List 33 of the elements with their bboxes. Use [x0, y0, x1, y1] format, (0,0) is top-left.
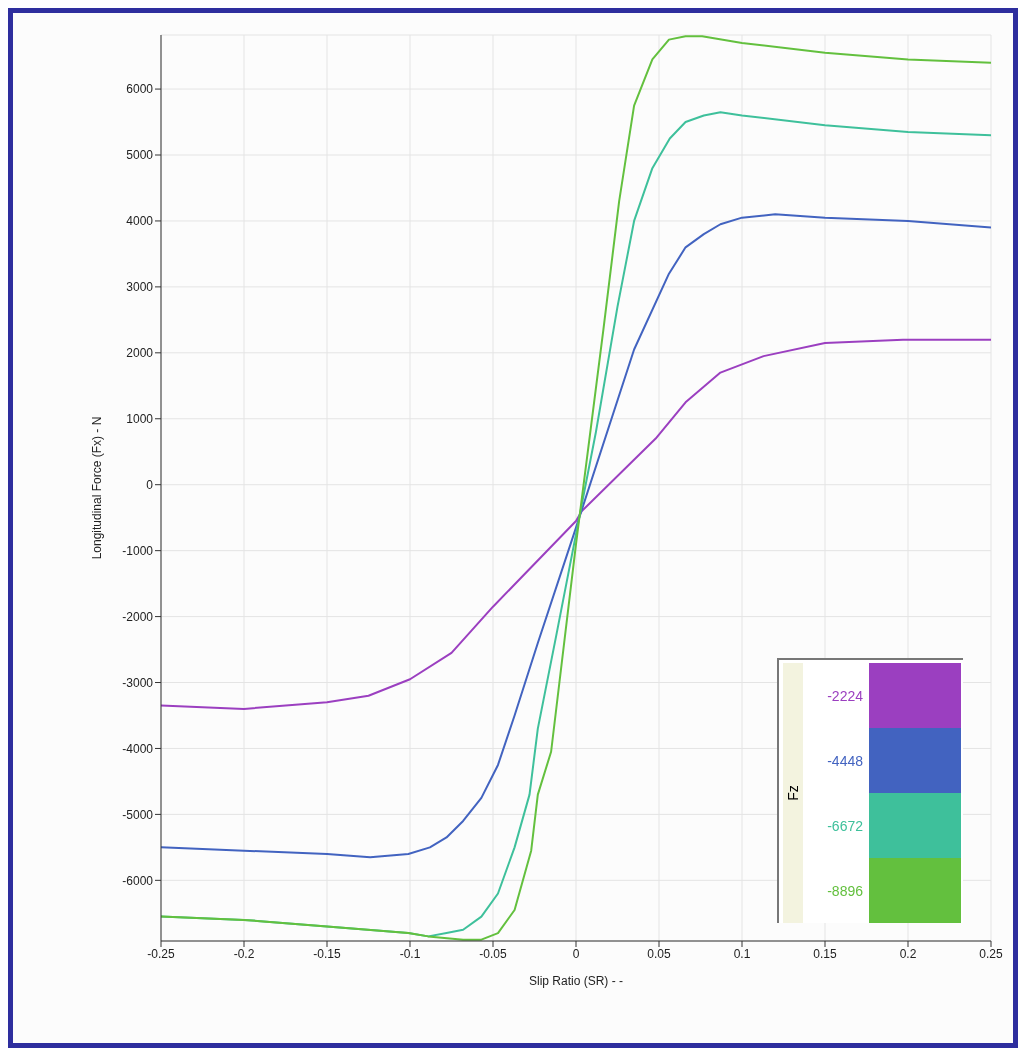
x-tick-label: -0.05 — [479, 946, 507, 961]
y-tick-label: 4000 — [126, 214, 154, 229]
text: -2224 — [827, 687, 863, 704]
y-tick-label: -4000 — [122, 741, 154, 756]
legend-title: Fz — [785, 785, 801, 801]
x-tick-label: -0.1 — [399, 946, 421, 961]
x-tick-label: 0.1 — [733, 946, 751, 961]
y-tick-label: -6000 — [122, 873, 154, 888]
y-tick-label: -3000 — [122, 675, 154, 690]
x-tick-label: 0.05 — [647, 946, 671, 961]
y-tick-label: 5000 — [126, 148, 154, 163]
x-tick-label: -0.2 — [233, 946, 255, 961]
x-tick-label: -0.25 — [147, 946, 175, 961]
y-tick-label: -1000 — [122, 543, 154, 558]
x-tick-label: 0.25 — [979, 946, 1003, 961]
x-axis-title: Slip Ratio (SR) - - — [528, 974, 624, 988]
y-tick-label: 1000 — [126, 412, 154, 427]
y-tick-label: -2000 — [122, 609, 154, 624]
x-tick-label: -0.15 — [313, 946, 341, 961]
line-series — [161, 338, 991, 710]
y-tick-label: 0 — [146, 477, 154, 492]
y-tick-label: -5000 — [122, 807, 154, 822]
line-series — [161, 213, 991, 859]
x-tick-label: 0.15 — [813, 946, 837, 961]
y-tick-label: 3000 — [126, 280, 154, 295]
text: -8896 — [827, 882, 863, 899]
x-tick-label: 0.2 — [899, 946, 917, 961]
x-tick-label: 0 — [572, 946, 580, 961]
text: -6672 — [827, 817, 863, 834]
y-tick-label: 6000 — [126, 82, 154, 97]
y-axis-title: Longitudinal Force (Fx) - N — [90, 416, 105, 560]
y-tick-label: 2000 — [126, 346, 154, 361]
text: -4448 — [827, 752, 863, 769]
